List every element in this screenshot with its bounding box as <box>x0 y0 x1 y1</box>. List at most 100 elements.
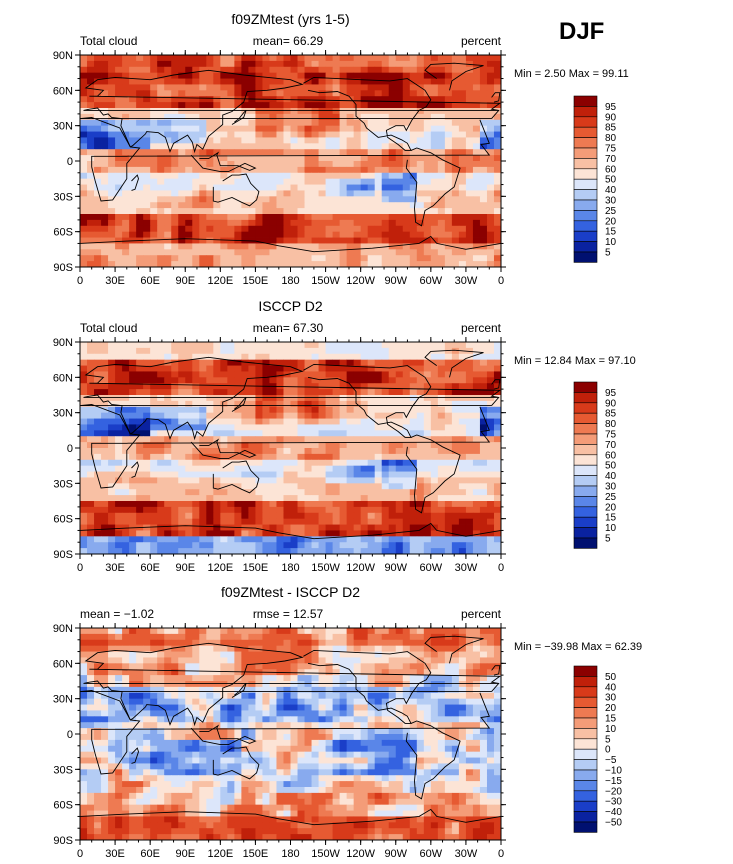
field-cell <box>199 495 207 502</box>
field-cell <box>367 639 376 647</box>
coastline <box>190 438 257 460</box>
field-cell <box>423 119 432 127</box>
field-cell <box>115 84 123 91</box>
field-cell <box>353 214 362 221</box>
field-cell <box>311 459 319 467</box>
field-cell <box>87 143 95 150</box>
field-cell <box>430 495 439 502</box>
field-cell <box>297 84 305 91</box>
field-cell <box>297 172 305 180</box>
field-cell <box>353 471 362 478</box>
field-cell <box>241 119 249 127</box>
field-cell <box>402 184 411 191</box>
field-cell <box>94 442 102 449</box>
field-cell <box>122 137 130 144</box>
field-cell <box>129 161 137 168</box>
field-cell <box>164 530 172 537</box>
field-cell <box>290 633 298 641</box>
field-cell <box>311 424 319 431</box>
field-cell <box>353 119 362 127</box>
field-cell <box>297 448 305 455</box>
field-cell <box>122 424 130 431</box>
field-cell <box>388 453 397 461</box>
field-cell <box>332 418 341 425</box>
field-cell <box>290 347 298 355</box>
field-cell <box>171 400 179 408</box>
lat-tick-label: 90N <box>53 337 73 349</box>
field-cell <box>444 406 453 414</box>
field-cell <box>220 495 228 502</box>
field-cell <box>346 359 355 366</box>
field-cell <box>283 645 291 652</box>
field-cell <box>171 418 179 425</box>
field-cell <box>297 548 305 555</box>
colorbar-box <box>573 126 598 138</box>
field-cell <box>444 55 453 62</box>
field-cell <box>346 365 355 372</box>
field-cell <box>108 371 116 378</box>
field-cell <box>367 255 376 262</box>
field-cell <box>87 400 95 408</box>
field-cell <box>129 78 137 85</box>
field-cell <box>206 639 214 647</box>
field-cell <box>416 161 425 168</box>
field-cell <box>192 161 200 168</box>
field-cell <box>241 371 249 378</box>
field-cell <box>157 190 165 197</box>
field-cell <box>87 377 95 384</box>
field-cell <box>101 453 109 461</box>
field-cell <box>101 371 109 378</box>
field-cell <box>458 125 467 132</box>
field-cell <box>311 371 319 378</box>
field-cell <box>255 143 263 150</box>
field-cell <box>297 66 305 74</box>
field-cell <box>409 489 418 496</box>
field-cell <box>143 113 151 121</box>
field-cell <box>409 119 418 127</box>
field-cell <box>178 166 186 174</box>
field-cell <box>290 639 298 647</box>
field-cell <box>199 536 207 543</box>
field-cell <box>339 255 348 262</box>
colorbar-box <box>573 199 598 211</box>
field-cell <box>493 633 502 641</box>
field-cell <box>311 102 319 109</box>
field-cell <box>486 512 495 520</box>
field-cell <box>444 395 453 402</box>
field-cell <box>94 72 102 79</box>
field-cell <box>87 208 95 215</box>
field-cell <box>171 459 179 467</box>
field-cell <box>283 495 291 502</box>
field-cell <box>178 219 186 227</box>
field-cell <box>171 542 179 549</box>
field-cell <box>486 208 495 215</box>
field-cell <box>493 60 502 68</box>
field-cell <box>164 512 172 520</box>
field-cell <box>290 172 298 180</box>
field-cell <box>220 219 228 227</box>
field-cell <box>311 548 319 555</box>
field-cell <box>136 639 144 647</box>
field-cell <box>150 530 158 537</box>
field-cell <box>388 371 397 378</box>
field-cell <box>304 395 312 402</box>
field-cell <box>367 108 376 115</box>
field-cell <box>108 453 116 461</box>
field-cell <box>388 102 397 109</box>
field-cell <box>178 524 186 531</box>
field-cell <box>262 102 270 109</box>
field-cell <box>374 430 383 437</box>
field-cell <box>241 442 249 449</box>
field-cell <box>367 131 376 138</box>
field-cell <box>360 459 369 467</box>
field-cell <box>381 137 390 144</box>
field-cell <box>248 353 256 361</box>
field-cell <box>80 108 88 115</box>
field-cell <box>262 628 270 635</box>
field-cell <box>395 243 404 250</box>
field-cell <box>388 645 397 652</box>
field-cell <box>80 237 88 244</box>
field-cell <box>346 465 355 472</box>
field-cell <box>437 471 446 478</box>
field-cell <box>290 489 298 496</box>
